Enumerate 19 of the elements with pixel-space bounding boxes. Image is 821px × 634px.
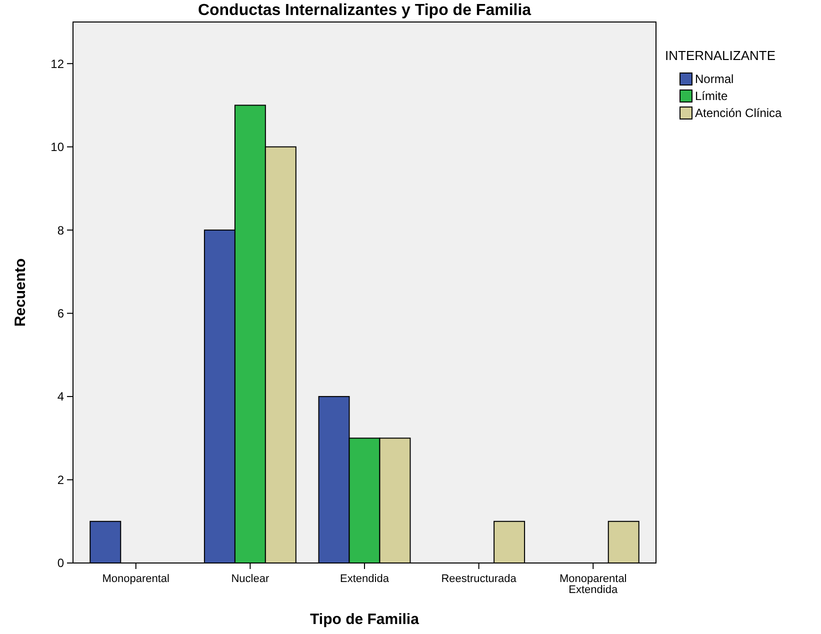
legend-title: INTERNALIZANTE — [665, 48, 776, 63]
x-axis-title: Tipo de Familia — [310, 611, 420, 628]
x-tick-label: Reestructurada — [441, 573, 518, 585]
legend-label: Límite — [695, 89, 728, 103]
legend-label: Normal — [695, 72, 734, 86]
y-axis-title: Recuento — [12, 258, 29, 327]
y-tick-label: 10 — [50, 140, 64, 154]
x-tick-label: Nuclear — [231, 573, 270, 585]
x-tick-label: Monoparental Extendida — [559, 573, 627, 596]
y-tick-label: 8 — [57, 223, 64, 238]
legend-label: Atención Clínica — [695, 106, 782, 120]
chart-title: Conductas Internalizantes y Tipo de Familia — [198, 2, 532, 19]
x-tick-label: Extendida — [340, 573, 390, 585]
y-tick-label: 0 — [57, 556, 64, 570]
y-tick-label: 12 — [50, 56, 64, 71]
y-tick-label: 6 — [57, 306, 64, 321]
x-tick-label: Monoparental — [102, 573, 170, 585]
y-tick-label: 4 — [57, 390, 64, 404]
y-tick-label: 2 — [57, 472, 64, 487]
